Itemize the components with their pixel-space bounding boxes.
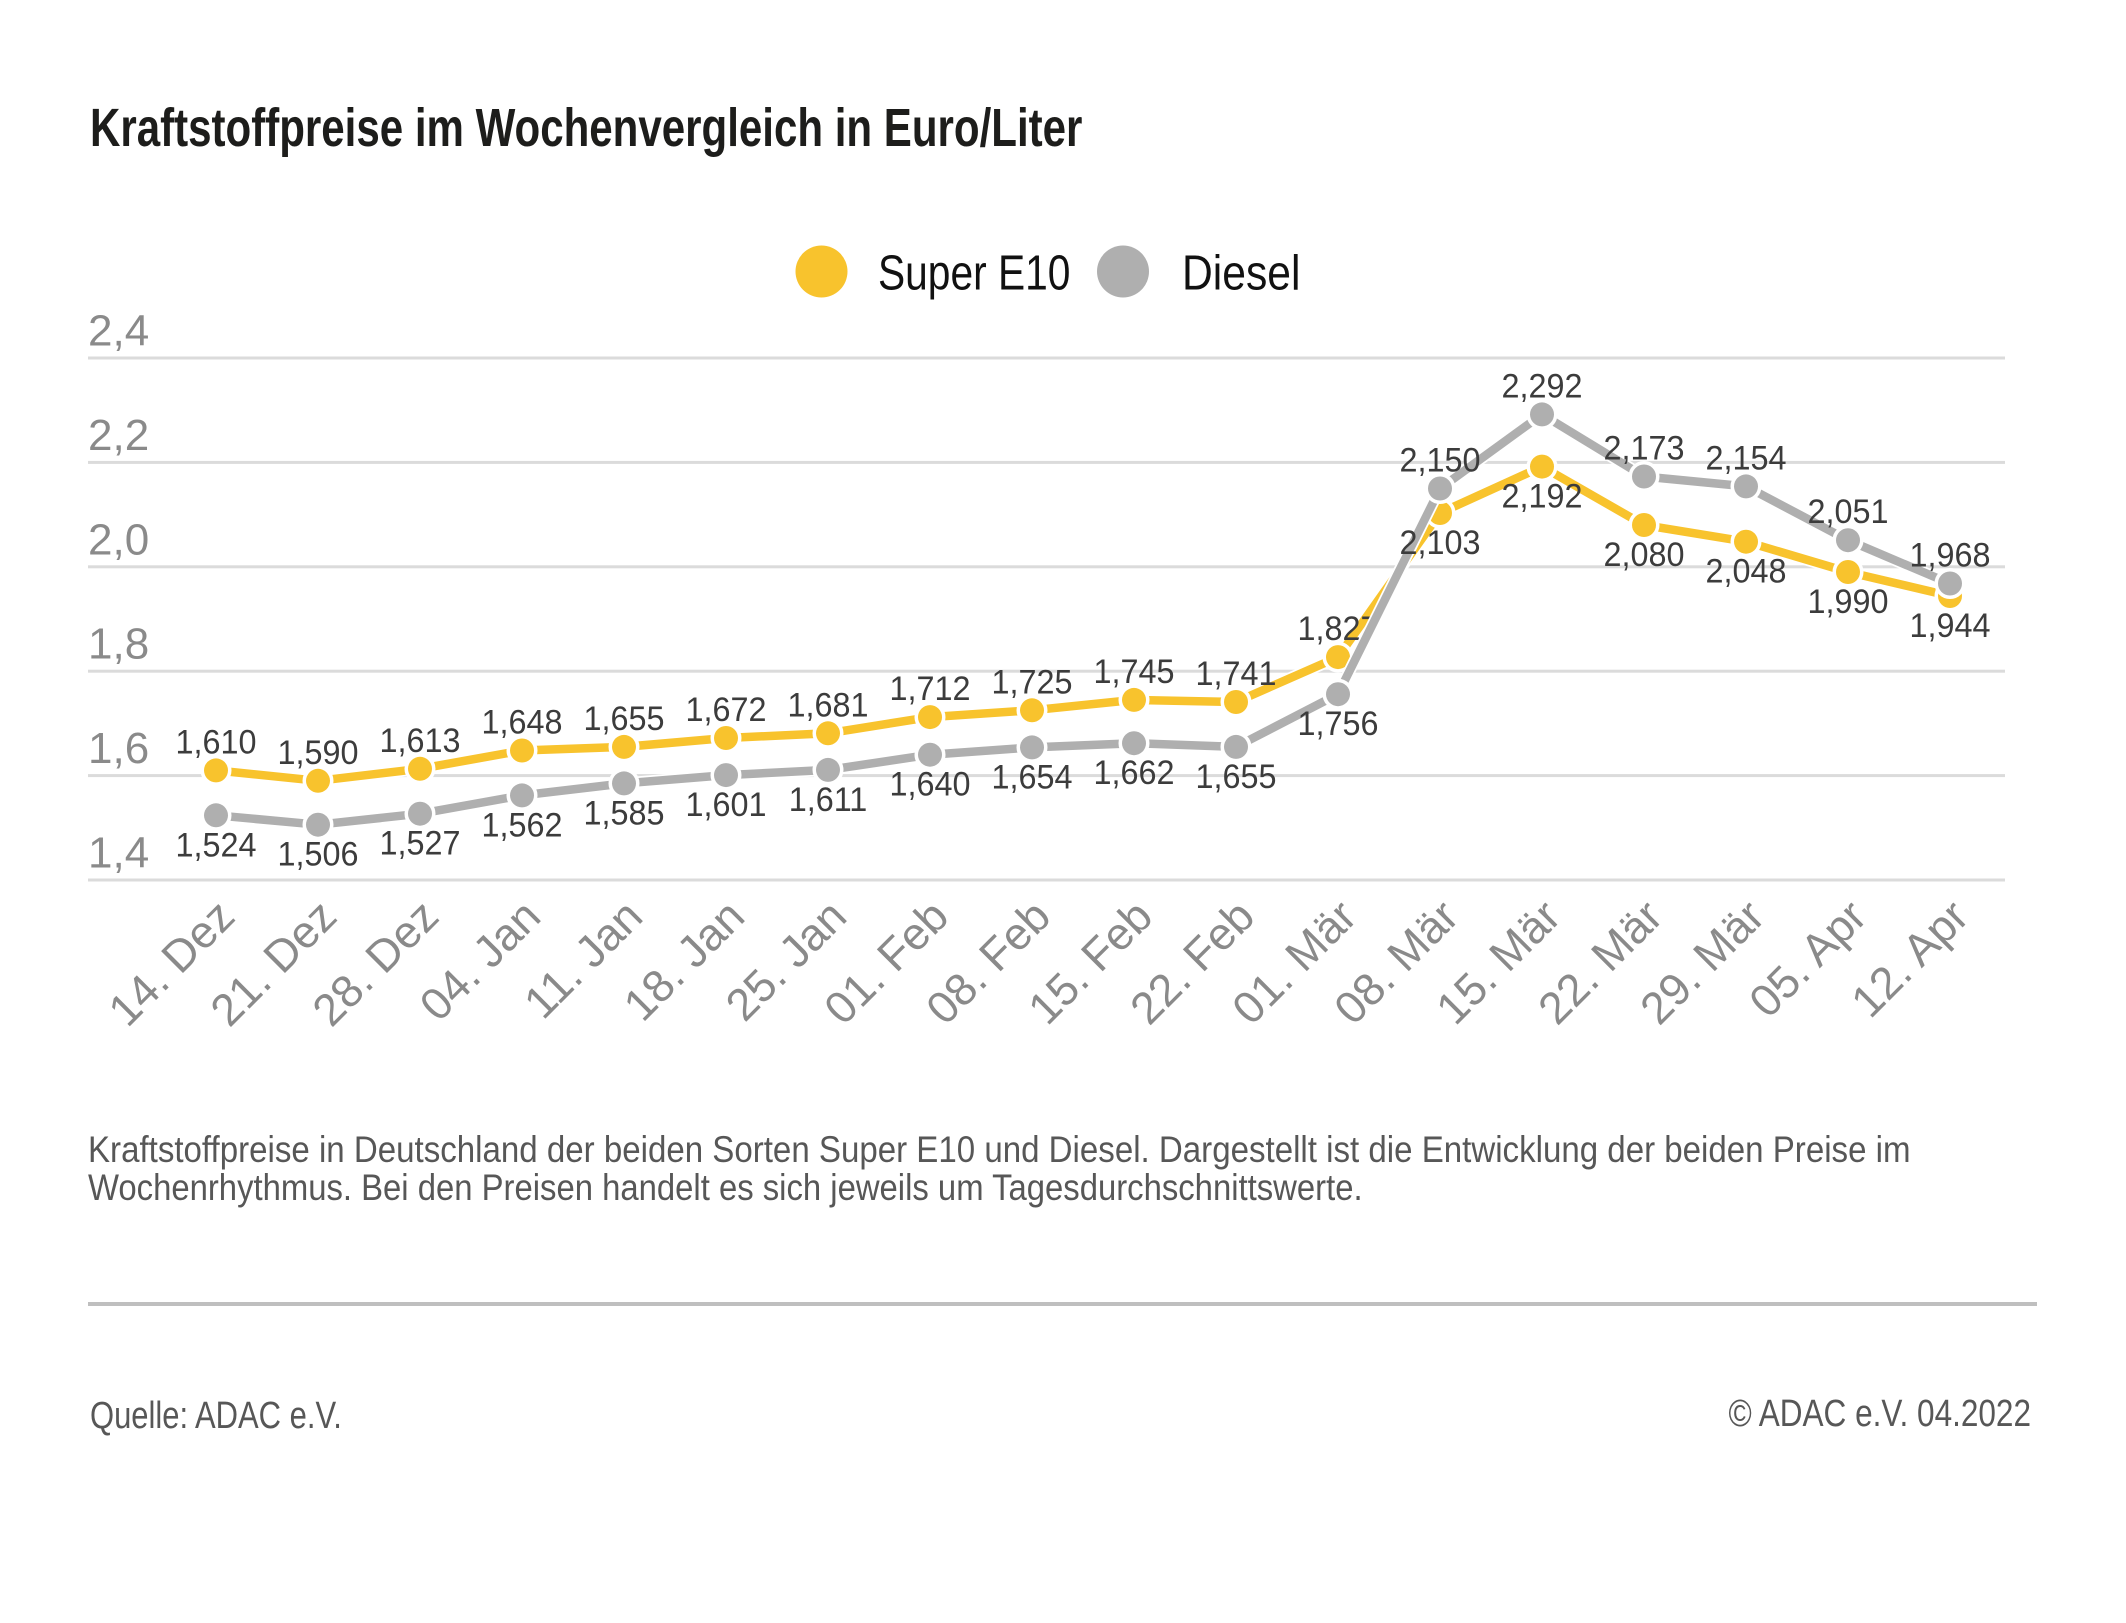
svg-text:1,6: 1,6 <box>88 724 149 773</box>
svg-text:2,292: 2,292 <box>1502 368 1583 406</box>
svg-text:1,527: 1,527 <box>380 825 461 863</box>
svg-text:2,2: 2,2 <box>88 411 149 460</box>
svg-text:2,080: 2,080 <box>1604 536 1685 574</box>
svg-text:2,103: 2,103 <box>1400 524 1481 562</box>
svg-text:Kraftstoffpreise im Wochenverg: Kraftstoffpreise im Wochenvergleich in E… <box>90 98 1083 158</box>
svg-text:1,601: 1,601 <box>686 786 767 824</box>
svg-text:1,745: 1,745 <box>1094 653 1175 691</box>
svg-text:2,192: 2,192 <box>1502 478 1583 516</box>
svg-text:1,725: 1,725 <box>992 664 1073 702</box>
svg-text:1,562: 1,562 <box>482 807 563 845</box>
svg-text:2,154: 2,154 <box>1706 440 1787 478</box>
svg-text:1,944: 1,944 <box>1910 607 1991 645</box>
svg-text:1,662: 1,662 <box>1094 754 1175 792</box>
svg-text:Super E10: Super E10 <box>878 245 1070 300</box>
svg-text:1,648: 1,648 <box>482 704 563 742</box>
svg-text:Quelle: ADAC e.V.: Quelle: ADAC e.V. <box>90 1395 342 1437</box>
svg-text:1,611: 1,611 <box>789 781 868 819</box>
svg-text:2,048: 2,048 <box>1706 553 1787 591</box>
svg-text:1,613: 1,613 <box>380 722 461 760</box>
svg-text:1,8: 1,8 <box>88 620 149 669</box>
svg-text:1,524: 1,524 <box>176 827 257 865</box>
svg-text:1,585: 1,585 <box>584 795 665 833</box>
svg-text:1,4: 1,4 <box>88 829 149 878</box>
svg-text:1,756: 1,756 <box>1298 705 1379 743</box>
svg-text:Diesel: Diesel <box>1182 245 1300 300</box>
svg-text:1,640: 1,640 <box>890 766 971 804</box>
svg-text:1,655: 1,655 <box>1196 758 1277 796</box>
svg-text:1,506: 1,506 <box>278 836 359 874</box>
svg-text:Kraftstoffpreise in Deutschlan: Kraftstoffpreise in Deutschland der beid… <box>88 1129 1911 1170</box>
svg-text:1,712: 1,712 <box>890 670 971 708</box>
svg-text:1,990: 1,990 <box>1808 583 1889 621</box>
svg-text:1,590: 1,590 <box>278 734 359 772</box>
svg-text:2,051: 2,051 <box>1808 493 1889 531</box>
svg-text:2,4: 2,4 <box>88 307 149 356</box>
svg-text:1,654: 1,654 <box>992 759 1073 797</box>
svg-text:Wochenrhythmus. Bei den Preise: Wochenrhythmus. Bei den Preisen handelt … <box>88 1167 1363 1208</box>
svg-text:2,173: 2,173 <box>1604 430 1685 468</box>
svg-text:© ADAC e.V. 04.2022: © ADAC e.V. 04.2022 <box>1728 1392 2031 1434</box>
svg-text:1,681: 1,681 <box>788 687 869 725</box>
svg-text:1,968: 1,968 <box>1910 537 1991 575</box>
svg-text:1,655: 1,655 <box>584 700 665 738</box>
svg-text:1,610: 1,610 <box>176 724 257 762</box>
svg-text:2,0: 2,0 <box>88 515 149 564</box>
svg-text:2,150: 2,150 <box>1400 442 1481 480</box>
svg-text:1,741: 1,741 <box>1196 655 1277 693</box>
svg-text:1,672: 1,672 <box>686 691 767 729</box>
